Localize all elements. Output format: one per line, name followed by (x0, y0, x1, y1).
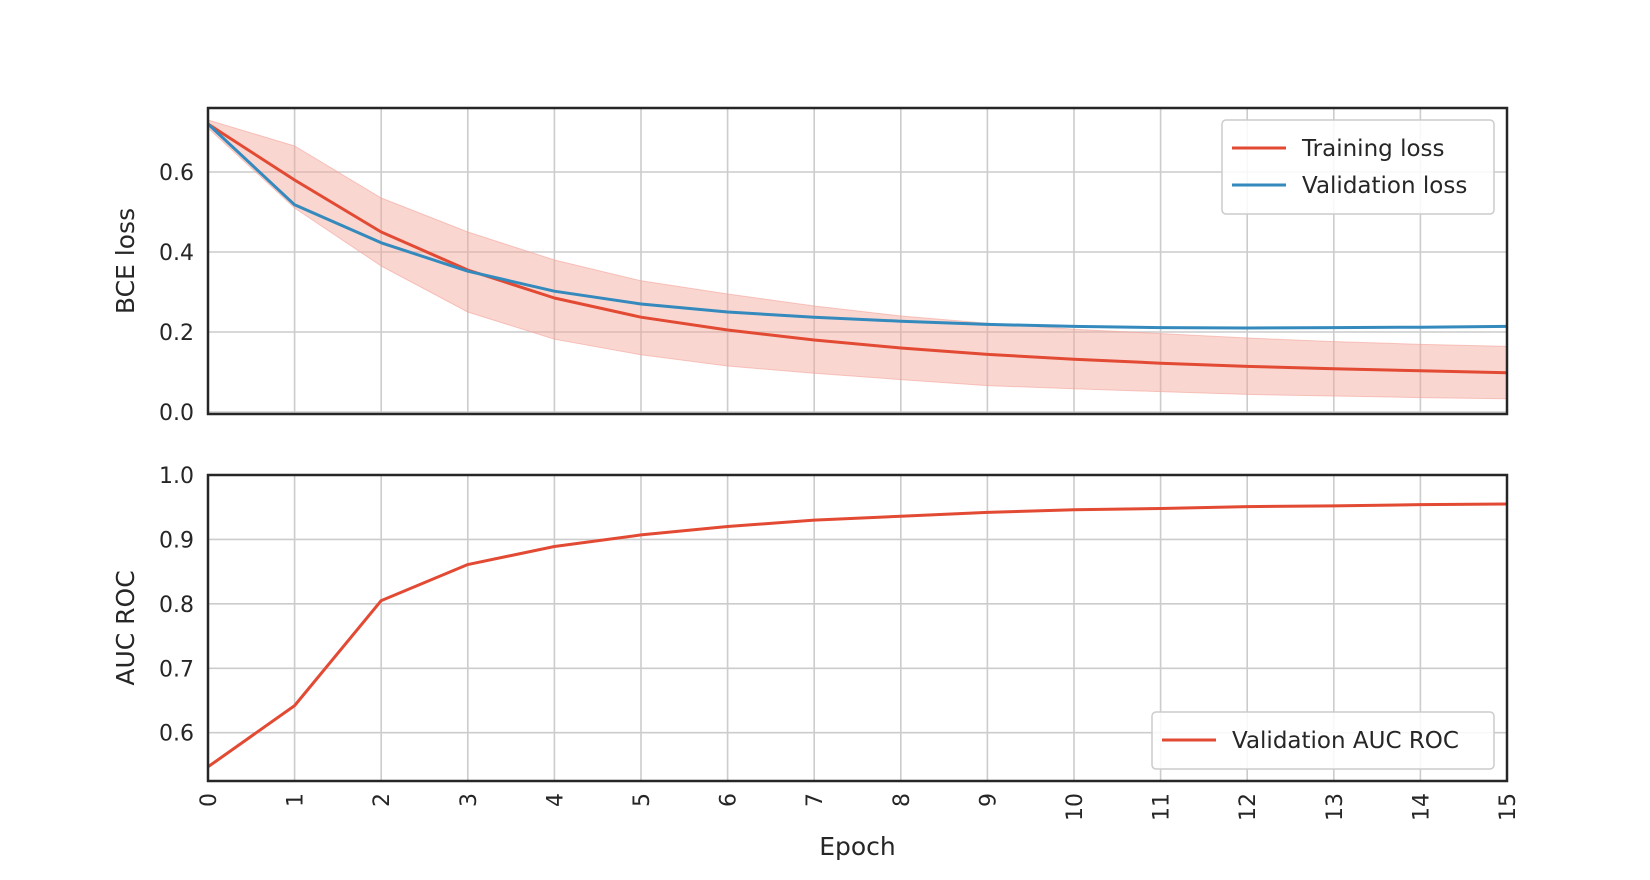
y-tick-label: 0.6 (159, 161, 194, 186)
y-axis-label: BCE loss (111, 208, 140, 314)
x-tick-label: 14 (1409, 793, 1434, 821)
x-tick-label: 11 (1150, 793, 1175, 821)
x-tick-label: 6 (717, 793, 742, 807)
plot-frame (206, 473, 1509, 783)
y-tick-label: 0.8 (159, 593, 194, 618)
x-tick-label: 1 (284, 793, 309, 807)
series-line-0 (207, 502, 1508, 769)
x-tick-label: 5 (630, 793, 655, 807)
x-tick-label: 4 (543, 793, 568, 807)
y-axis-label: AUC ROC (111, 570, 140, 685)
y-tick-label: 0.9 (159, 528, 194, 553)
legend: Validation AUC ROC (1151, 711, 1495, 770)
y-tick-label: 0.4 (159, 241, 194, 266)
series-line-0 (207, 122, 1508, 375)
x-tick-label: 0 (197, 793, 222, 807)
x-tick-label: 3 (457, 793, 482, 807)
x-tick-label: 15 (1496, 793, 1521, 821)
x-tick-label: 7 (803, 793, 828, 807)
loss-panel: 0.0 0.2 0.4 0.6 BCE loss Training loss Validat… (111, 106, 1509, 426)
legend: Training loss Validation loss (1221, 119, 1495, 215)
auc-panel: 0.6 0.7 0.8 0.9 1.0 AUC ROC Validation AUC ROC (111, 464, 1509, 783)
legend-box (1221, 119, 1495, 215)
x-tick-label: 12 (1236, 793, 1261, 821)
series-line-1 (206, 122, 1508, 330)
legend-label-0: Training loss (1301, 136, 1445, 162)
x-tick-label: 10 (1063, 793, 1088, 821)
legend-label-1: Validation loss (1302, 173, 1467, 199)
x-tick-label: 8 (890, 793, 915, 807)
y-tick-label: 0.7 (159, 657, 194, 682)
y-tick-label: 1.0 (159, 464, 194, 489)
x-tick-label: 2 (370, 793, 395, 807)
legend-box (1151, 711, 1495, 770)
x-axis-label: Epoch (819, 832, 896, 861)
plot-frame (206, 106, 1509, 416)
y-tick-label: 0.6 (159, 722, 194, 747)
x-tick-label: 13 (1323, 793, 1348, 821)
y-tick-label: 0.0 (159, 401, 194, 426)
legend-label-0: Validation AUC ROC (1232, 728, 1459, 754)
y-tick-label: 0.2 (159, 321, 194, 346)
x-tick-label: 9 (976, 793, 1001, 807)
